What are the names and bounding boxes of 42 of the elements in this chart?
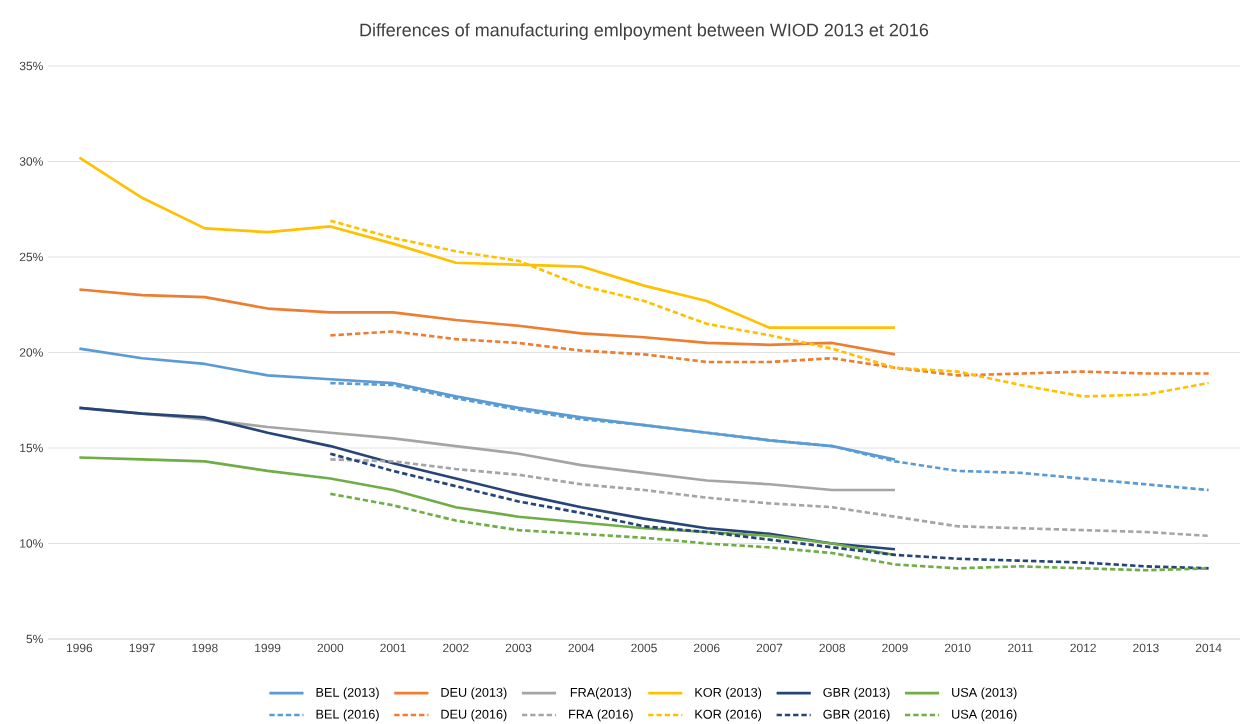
- x-tick-label: 2000: [317, 643, 344, 653]
- x-tick-label: 1999: [255, 643, 281, 653]
- legend-label: USA (2013): [952, 687, 1017, 700]
- x-tick-label: 2007: [756, 643, 783, 653]
- x-tick-label: 2004: [568, 643, 595, 653]
- legend-label: FRA (2016): [569, 709, 633, 722]
- y-tick-label: 35%: [19, 61, 43, 71]
- legend-label: USA (2016): [952, 709, 1017, 722]
- y-tick-label: 30%: [19, 157, 43, 166]
- line-series: [328, 330, 1210, 377]
- y-tick-label: 15%: [20, 443, 43, 453]
- x-tick-label: 2003: [505, 643, 532, 653]
- y-tick-label: 5%: [26, 634, 43, 644]
- x-tick-label: 2002: [443, 643, 469, 653]
- x-tick-label: 2012: [1070, 643, 1096, 653]
- legend-label: DEU (2013): [441, 687, 507, 700]
- x-tick-label: 2001: [380, 643, 406, 653]
- x-tick-label: 2009: [882, 643, 908, 653]
- y-tick-label: 25%: [19, 252, 43, 262]
- legend-label: KOR (2016): [695, 709, 762, 722]
- x-tick-label: 2008: [819, 643, 846, 653]
- x-tick-label: 2005: [631, 643, 657, 653]
- legend-label: GBR (2013): [823, 687, 890, 700]
- legend-label: BEL (2016): [316, 709, 379, 722]
- y-tick-label: 20%: [19, 348, 43, 357]
- line-series: [78, 288, 897, 356]
- x-tick-label: 2006: [694, 643, 720, 653]
- x-tick-label: 2010: [944, 643, 971, 653]
- x-tick-label: 1998: [192, 643, 218, 653]
- x-tick-label: 1996: [66, 643, 93, 653]
- chart-title: Differences of manufacturing emlpoyment between WIOD 2013 et 2016: [360, 23, 929, 40]
- x-tick-label: 1997: [129, 643, 155, 653]
- legend-label: KOR (2013): [695, 687, 762, 700]
- x-tick-label: 2011: [1008, 643, 1033, 653]
- legend-label: GBR (2016): [823, 709, 890, 722]
- legend-label: DEU (2016): [441, 709, 507, 722]
- x-tick-label: 2014: [1195, 643, 1222, 653]
- x-tick-label: 2013: [1133, 643, 1159, 653]
- line-series: [78, 456, 897, 557]
- legend-label: FRA(2013): [570, 687, 631, 700]
- legend-label: BEL (2013): [316, 687, 379, 700]
- y-tick-label: 10%: [20, 539, 43, 548]
